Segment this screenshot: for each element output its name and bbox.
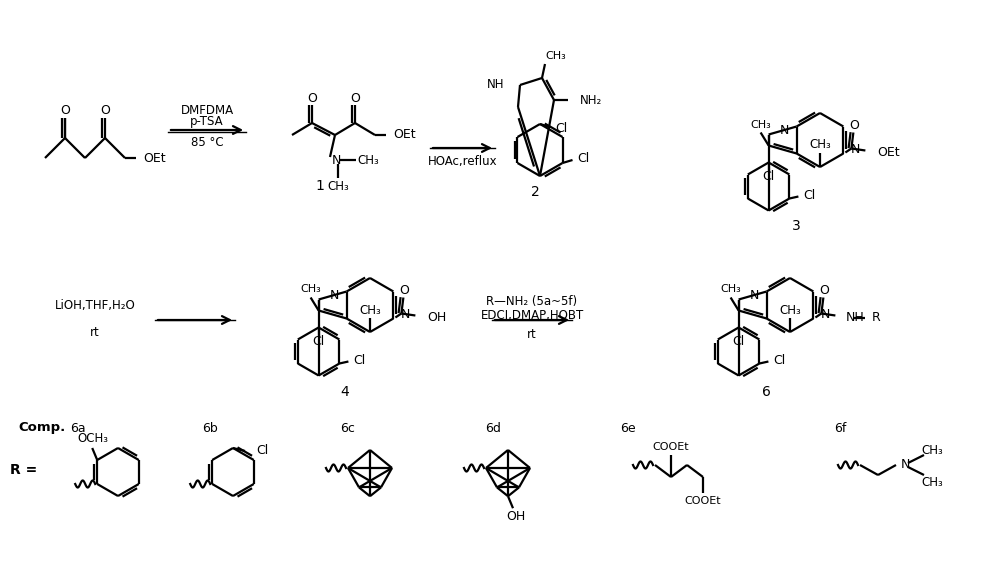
Text: Cl: Cl — [312, 335, 325, 348]
Text: N: N — [780, 124, 790, 137]
Text: COOEt: COOEt — [685, 496, 721, 506]
Text: O: O — [819, 284, 829, 297]
Text: 85 °C: 85 °C — [191, 137, 223, 150]
Text: OH: OH — [506, 510, 526, 523]
Text: 6b: 6b — [202, 421, 218, 434]
Text: R—NH₂ (5a~5f): R—NH₂ (5a~5f) — [486, 295, 578, 308]
Text: Cl: Cl — [762, 170, 775, 183]
Text: 6: 6 — [762, 385, 771, 398]
Text: 2: 2 — [531, 185, 539, 199]
Text: CH₃: CH₃ — [359, 303, 381, 316]
Text: N: N — [400, 308, 410, 321]
Text: O: O — [60, 105, 70, 118]
Text: O: O — [100, 105, 110, 118]
Text: 6e: 6e — [620, 421, 636, 434]
Text: N: N — [750, 289, 760, 302]
Text: Cl: Cl — [353, 354, 366, 367]
Text: 6a: 6a — [70, 421, 86, 434]
Text: N: N — [332, 154, 341, 167]
Text: EDCI,DMAP,HOBT: EDCI,DMAP,HOBT — [480, 308, 584, 321]
Text: Cl: Cl — [773, 354, 786, 367]
Text: CH₃: CH₃ — [720, 285, 741, 294]
Text: 6c: 6c — [341, 421, 355, 434]
Text: N: N — [820, 308, 830, 321]
Text: N: N — [901, 459, 910, 472]
Text: Cl: Cl — [732, 335, 745, 348]
Text: p-TSA: p-TSA — [190, 115, 224, 128]
Text: Cl: Cl — [578, 151, 590, 164]
Text: OH: OH — [427, 311, 447, 324]
Text: O: O — [307, 92, 317, 105]
Text: OEt: OEt — [877, 146, 900, 159]
Text: Cl: Cl — [803, 189, 816, 202]
Text: O: O — [399, 284, 409, 297]
Text: CH₃: CH₃ — [300, 285, 321, 294]
Text: N: N — [330, 289, 340, 302]
Text: HOAc,reflux: HOAc,reflux — [428, 155, 498, 168]
Text: NH: NH — [845, 311, 864, 324]
Text: rt: rt — [527, 328, 537, 341]
Text: CH₃: CH₃ — [357, 154, 379, 167]
Text: rt: rt — [90, 327, 100, 340]
Text: OCH₃: OCH₃ — [78, 432, 109, 445]
Text: CH₃: CH₃ — [545, 51, 566, 61]
Text: Comp.: Comp. — [18, 421, 65, 434]
Text: CH₃: CH₃ — [327, 180, 349, 193]
Text: OEt: OEt — [393, 128, 416, 141]
Text: 4: 4 — [340, 385, 349, 398]
Text: LiOH,THF,H₂O: LiOH,THF,H₂O — [55, 298, 135, 311]
Text: 1: 1 — [316, 179, 324, 193]
Text: O: O — [350, 92, 360, 105]
Text: CH₃: CH₃ — [921, 445, 943, 458]
Text: OEt: OEt — [143, 151, 166, 164]
Text: CH₃: CH₃ — [809, 138, 831, 151]
Text: CH₃: CH₃ — [779, 303, 801, 316]
Text: 3: 3 — [792, 219, 801, 233]
Text: O: O — [849, 119, 859, 132]
Text: Cl: Cl — [256, 445, 268, 458]
Text: R: R — [871, 311, 880, 324]
Text: CH₃: CH₃ — [921, 476, 943, 489]
Text: DMFDMA: DMFDMA — [180, 103, 234, 116]
Text: R =: R = — [10, 463, 37, 477]
Text: 6d: 6d — [485, 421, 501, 434]
Text: COOEt: COOEt — [653, 442, 689, 452]
Text: 6f: 6f — [834, 421, 846, 434]
Text: NH: NH — [486, 79, 504, 92]
Text: Cl: Cl — [555, 123, 567, 136]
Text: CH₃: CH₃ — [750, 120, 771, 129]
Text: NH₂: NH₂ — [580, 93, 602, 106]
Text: N: N — [850, 143, 860, 156]
